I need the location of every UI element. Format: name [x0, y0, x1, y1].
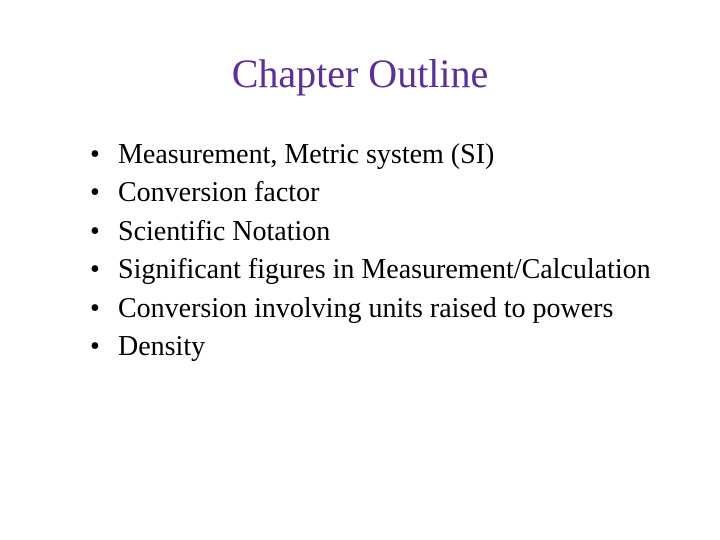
list-item: Conversion factor: [90, 175, 660, 211]
list-item: Density: [90, 329, 660, 365]
bullet-list: Measurement, Metric system (SI) Conversi…: [60, 137, 660, 365]
slide-title: Chapter Outline: [60, 50, 660, 97]
slide-container: Chapter Outline Measurement, Metric syst…: [0, 0, 720, 540]
list-item: Measurement, Metric system (SI): [90, 137, 660, 173]
list-item: Conversion involving units raised to pow…: [90, 291, 660, 327]
list-item: Significant figures in Measurement/Calcu…: [90, 252, 660, 288]
list-item: Scientific Notation: [90, 214, 660, 250]
